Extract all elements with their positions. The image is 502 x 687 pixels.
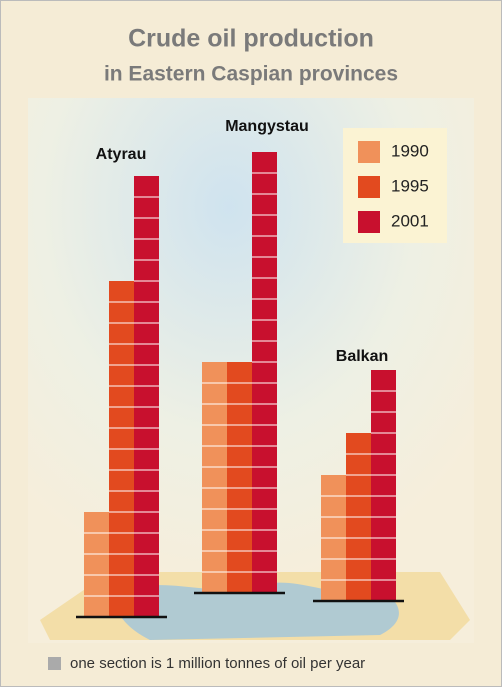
note-swatch <box>48 657 61 670</box>
category-label: Mangystau <box>225 118 309 135</box>
legend-swatch <box>358 211 380 233</box>
chart-title: Crude oil production <box>128 25 374 53</box>
bar <box>134 176 159 617</box>
note: one section is 1 million tonnes of oil p… <box>70 655 365 672</box>
category-label: Atyrau <box>96 146 147 163</box>
chart-subtitle: in Eastern Caspian provinces <box>104 63 398 86</box>
bar <box>227 362 252 593</box>
category-label: Balkan <box>336 348 388 365</box>
bar <box>202 362 227 593</box>
bar <box>84 512 109 617</box>
legend-label: 2001 <box>391 211 429 230</box>
legend-swatch <box>358 176 380 198</box>
bar <box>252 152 277 593</box>
legend-label: 1990 <box>391 141 429 160</box>
legend-swatch <box>358 141 380 163</box>
bar <box>371 370 396 601</box>
legend-label: 1995 <box>391 176 429 195</box>
